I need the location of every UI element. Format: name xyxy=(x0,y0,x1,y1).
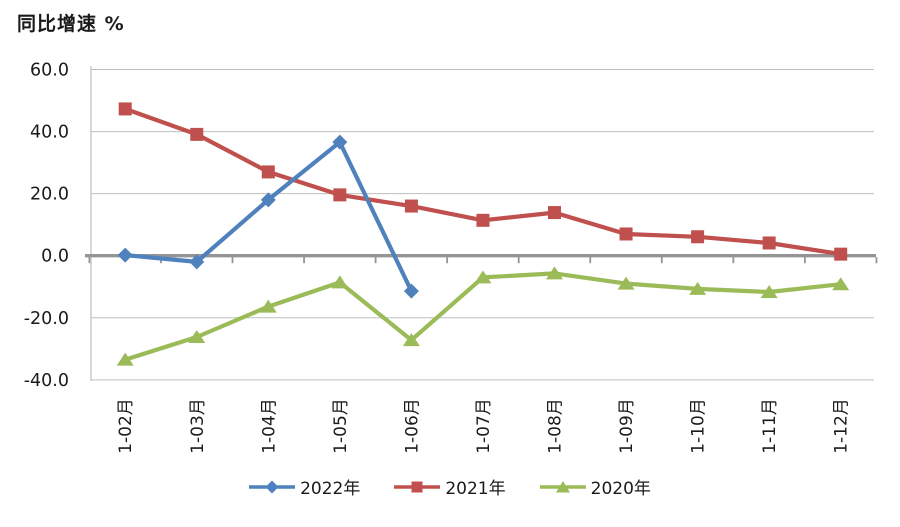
plot-area: 60.0 40.0 20.0 0.0 -20.0 -40.0 1-02月 1-03月 1-04月… xyxy=(24,61,878,454)
y-axis-label: -20.0 xyxy=(24,309,69,329)
chart-title: 同比增速 % xyxy=(17,13,125,35)
data-point-2022年-1-05月 xyxy=(332,134,348,150)
legend-label-2020: 2020年 xyxy=(590,479,651,499)
data-point-2021年-1-02月 xyxy=(118,102,132,116)
x-axis-label: 1-11月 xyxy=(760,398,780,454)
data-point-2021年-1-07月 xyxy=(476,213,490,227)
legend: 2022年 2021年 2020年 xyxy=(0,474,900,499)
data-point-2021年-1-12月 xyxy=(834,247,848,261)
legend-item-2022: 2022年 xyxy=(249,474,360,499)
data-point-2021年-1-11月 xyxy=(762,236,776,250)
data-point-2020年-1-04月 xyxy=(259,299,277,313)
x-axis-label: 1-08月 xyxy=(546,398,566,454)
y-axis-label: -40.0 xyxy=(24,371,69,391)
x-axis-label: 1-07月 xyxy=(474,398,494,454)
legend-2022-diamond-icon xyxy=(249,479,296,495)
legend-swatch-square-icon xyxy=(394,481,441,492)
legend-item-2020: 2020年 xyxy=(539,474,651,499)
x-axis-label: 1-04月 xyxy=(259,398,279,454)
data-point-2022年-1-02月 xyxy=(117,247,133,263)
data-point-2021年-1-04月 xyxy=(261,165,275,179)
x-axis-label: 1-12月 xyxy=(832,398,852,454)
y-axis-label: 60.0 xyxy=(30,61,69,81)
x-axis-label: 1-10月 xyxy=(689,398,709,454)
data-point-2022年-1-06月 xyxy=(403,283,419,299)
y-axis-label: 20.0 xyxy=(30,185,69,205)
data-point-2020年-1-09月 xyxy=(617,276,635,290)
legend-swatch-diamond-icon xyxy=(249,480,296,493)
legend-label-2022: 2022年 xyxy=(300,479,361,499)
data-point-2021年-1-09月 xyxy=(619,227,633,241)
series-line-2022年 xyxy=(123,140,414,294)
data-point-2022年-1-04月 xyxy=(260,192,276,208)
data-point-2020年-1-11月 xyxy=(760,285,778,299)
data-point-2020年-1-03月 xyxy=(188,329,206,343)
x-axis-label: 1-02月 xyxy=(116,398,136,454)
data-point-2020年-1-05月 xyxy=(331,275,349,289)
legend-label-2021: 2021年 xyxy=(445,479,506,499)
data-point-2021年-1-10月 xyxy=(691,230,705,244)
x-axis-label: 1-09月 xyxy=(617,398,637,454)
data-point-2020年-1-08月 xyxy=(546,266,563,280)
legend-swatch-triangle-icon xyxy=(539,480,586,492)
y-axis-label: 0.0 xyxy=(41,247,69,267)
x-axis-label: 1-03月 xyxy=(188,398,208,454)
data-point-2021年-1-08月 xyxy=(548,206,561,220)
series-line-2020年 xyxy=(123,271,843,362)
data-point-2020年-1-07月 xyxy=(474,270,492,284)
data-point-2021年-1-03月 xyxy=(190,127,204,141)
legend-2021-square-icon xyxy=(394,479,441,495)
data-point-2021年-1-06月 xyxy=(404,199,418,213)
data-point-2020年-1-02月 xyxy=(116,352,134,366)
data-point-2020年-1-12月 xyxy=(832,277,850,291)
x-axis-label: 1-05月 xyxy=(331,398,351,454)
data-point-2020年-1-10月 xyxy=(689,281,707,295)
x-axis-label: 1-06月 xyxy=(402,398,422,454)
data-point-2020年-1-06月 xyxy=(402,333,420,347)
data-point-2022年-1-03月 xyxy=(189,254,205,270)
legend-2020-triangle-icon xyxy=(539,479,586,495)
y-axis-label: 40.0 xyxy=(30,123,69,143)
legend-item-2021: 2021年 xyxy=(394,474,506,499)
data-point-2021年-1-05月 xyxy=(333,188,347,202)
